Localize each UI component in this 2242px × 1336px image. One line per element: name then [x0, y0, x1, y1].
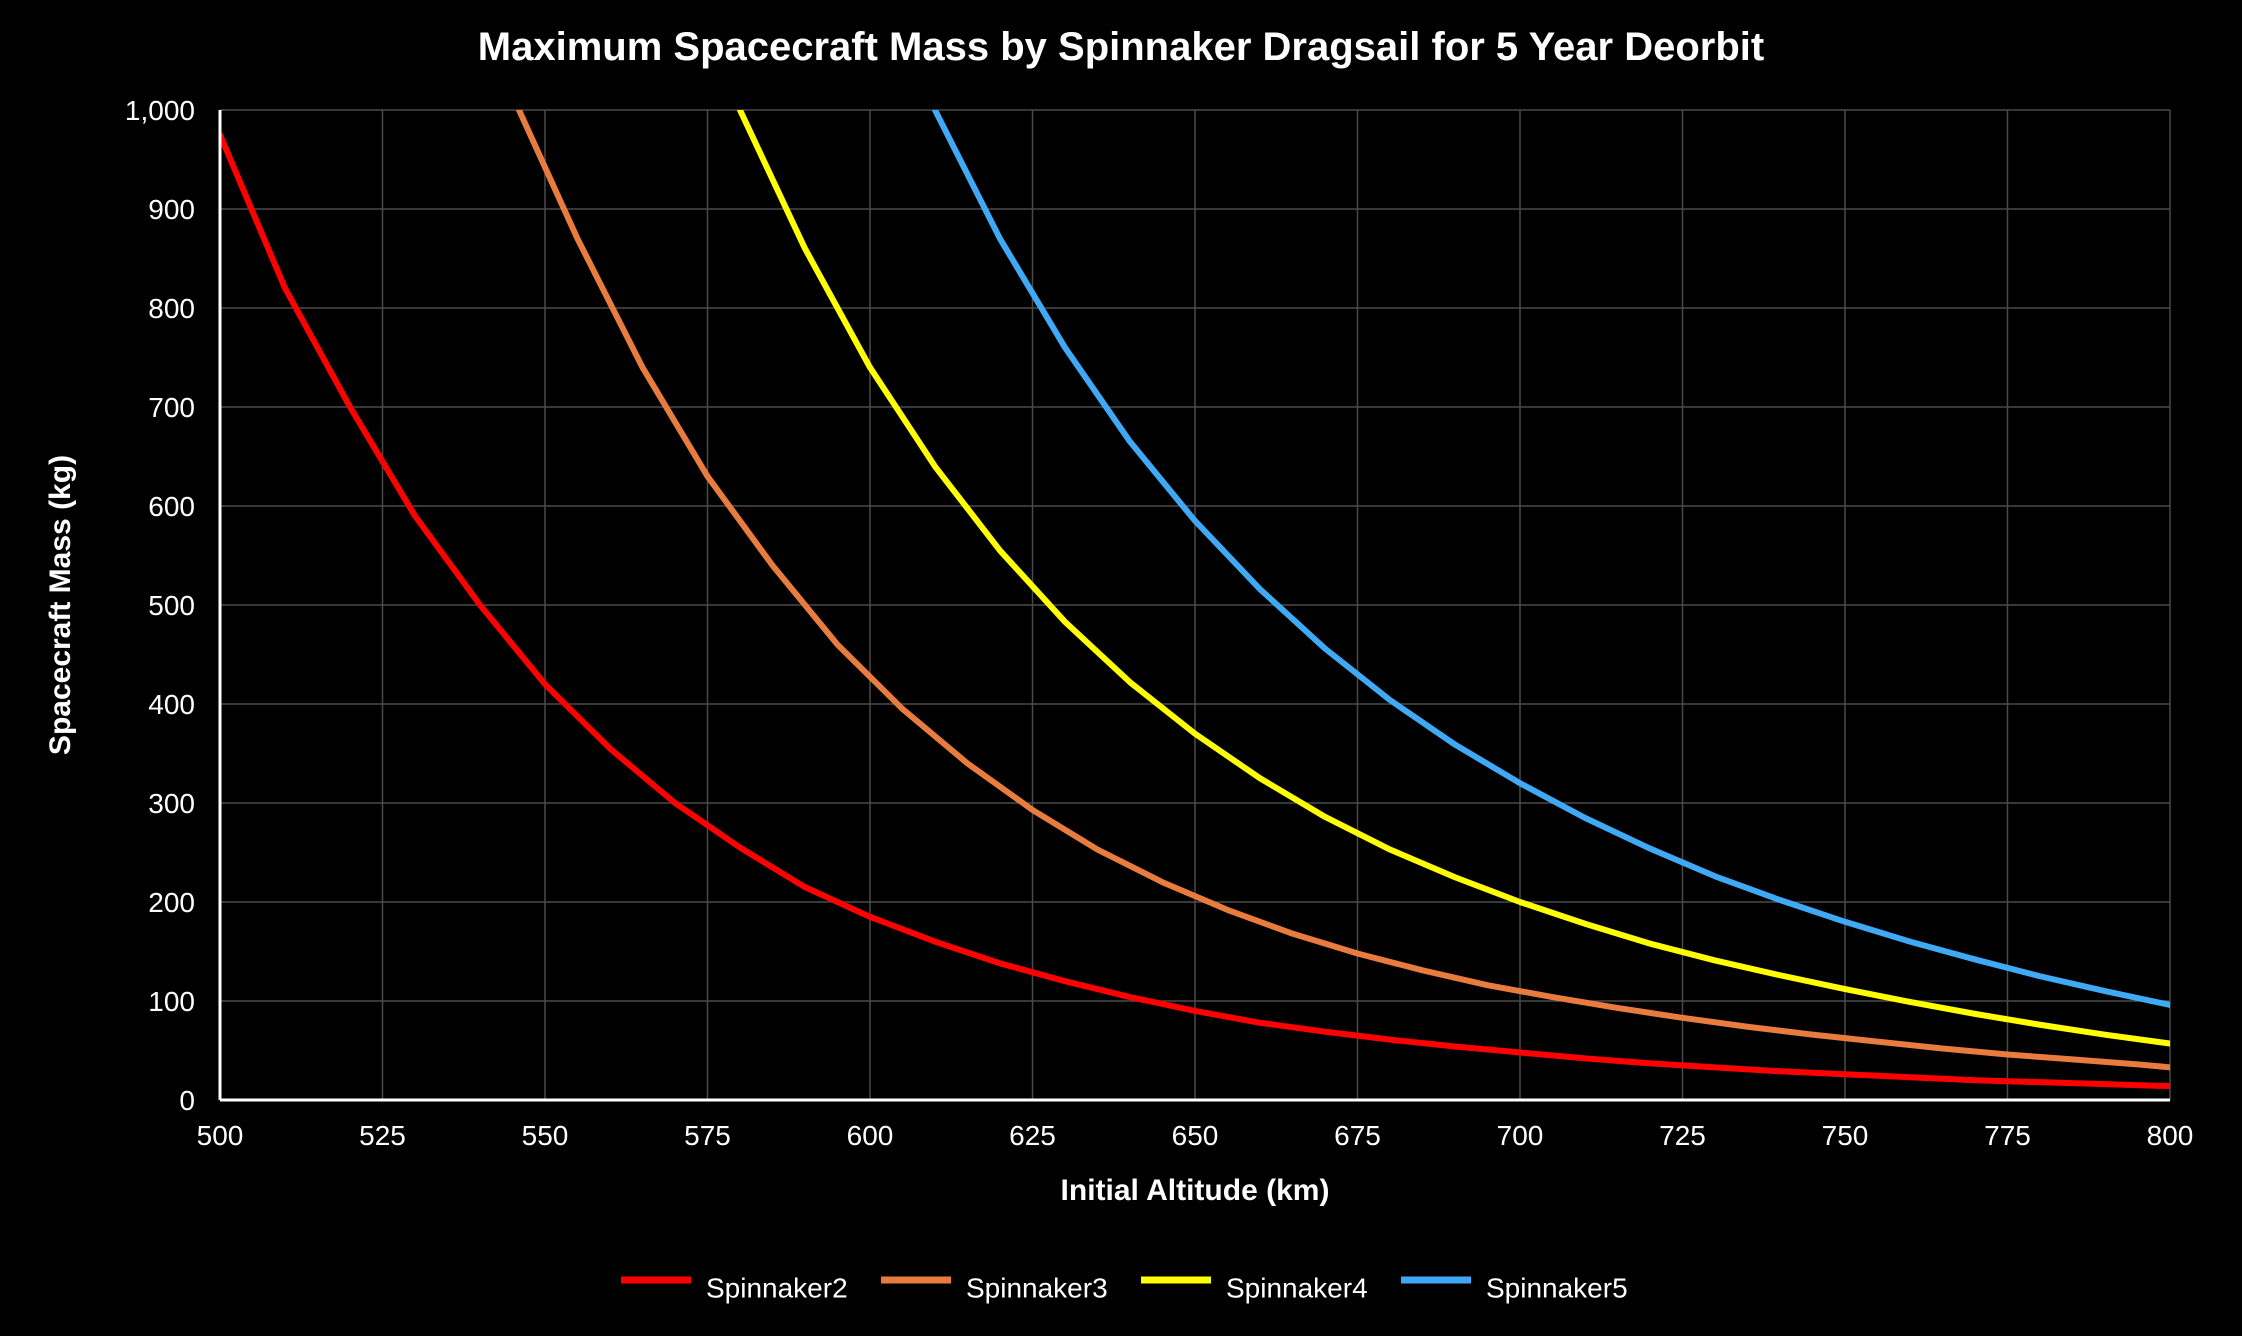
y-tick-label: 0 — [179, 1085, 195, 1116]
y-tick-label: 200 — [148, 887, 195, 918]
x-tick-labels: 500 525 550 575 600 625 650 675 700 725 750 775 800 — [197, 1120, 2194, 1151]
y-axis-label: Spacecraft Mass (kg) — [44, 455, 77, 755]
y-tick-labels: 0 100 200 300 400 500 600 700 800 900 1,000 — [125, 95, 195, 1116]
x-tick-label: 800 — [2147, 1120, 2194, 1151]
series-spinnaker5 — [935, 110, 2170, 1005]
x-tick-label: 775 — [1984, 1120, 2031, 1151]
chart-svg: Maximum Spacecraft Mass by Spinnaker Dra… — [0, 0, 2242, 1336]
x-tick-label: 650 — [1172, 1120, 1219, 1151]
x-axis-label: Initial Altitude (km) — [1061, 1174, 1330, 1207]
legend-label: Spinnaker5 — [1486, 1272, 1628, 1303]
x-tick-label: 750 — [1822, 1120, 1869, 1151]
x-tick-label: 550 — [522, 1120, 569, 1151]
y-tick-label: 700 — [148, 392, 195, 423]
x-tick-label: 625 — [1009, 1120, 1056, 1151]
x-tick-label: 600 — [847, 1120, 894, 1151]
y-tick-label: 400 — [148, 689, 195, 720]
legend-item: Spinnaker2 — [621, 1272, 848, 1303]
x-tick-label: 725 — [1659, 1120, 1706, 1151]
legend-item: Spinnaker5 — [1401, 1272, 1628, 1303]
series-spinnaker3 — [519, 110, 2170, 1067]
y-tick-label: 1,000 — [125, 95, 195, 126]
y-tick-label: 600 — [148, 491, 195, 522]
x-tick-label: 700 — [1497, 1120, 1544, 1151]
y-tick-label: 300 — [148, 788, 195, 819]
y-tick-label: 100 — [148, 986, 195, 1017]
chart-title: Maximum Spacecraft Mass by Spinnaker Dra… — [478, 25, 1764, 69]
x-tick-label: 575 — [684, 1120, 731, 1151]
legend-label: Spinnaker2 — [706, 1272, 848, 1303]
x-tick-label: 525 — [359, 1120, 406, 1151]
legend-label: Spinnaker3 — [966, 1272, 1108, 1303]
series-spinnaker4 — [740, 110, 2170, 1044]
x-tick-label: 675 — [1334, 1120, 1381, 1151]
y-tick-label: 800 — [148, 293, 195, 324]
legend-item: Spinnaker4 — [1141, 1272, 1368, 1303]
legend-label: Spinnaker4 — [1226, 1272, 1368, 1303]
y-tick-label: 900 — [148, 194, 195, 225]
chart-container: Maximum Spacecraft Mass by Spinnaker Dra… — [0, 0, 2242, 1336]
y-tick-label: 500 — [148, 590, 195, 621]
x-tick-label: 500 — [197, 1120, 244, 1151]
grid — [220, 110, 2170, 1100]
legend: Spinnaker2 Spinnaker3 Spinnaker4 Spinnaker5 — [621, 1272, 1628, 1303]
legend-item: Spinnaker3 — [881, 1272, 1108, 1303]
